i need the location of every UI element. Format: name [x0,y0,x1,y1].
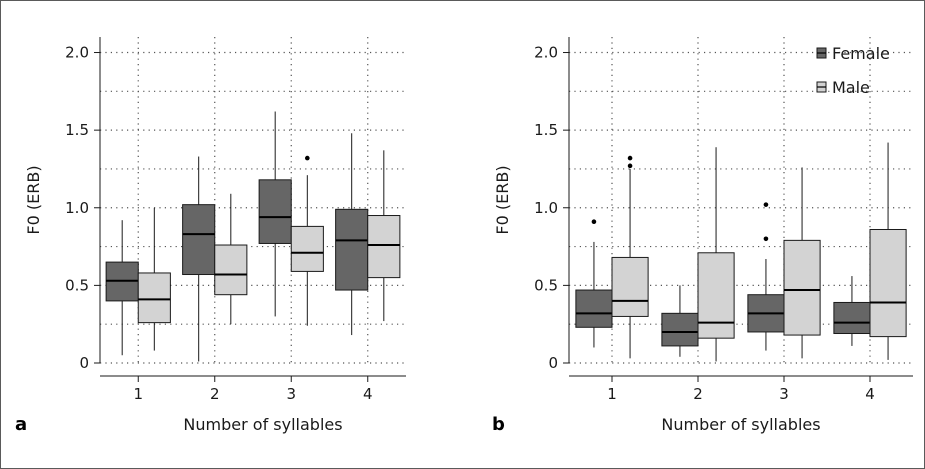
y-axis-title: F0 (ERB) [493,165,512,234]
panel-letter: a [15,414,27,435]
legend-label: Male [832,78,870,97]
box-female-3 [747,202,785,351]
box-female-4 [833,276,871,346]
outlier-point [627,155,633,161]
y-tick-label: 0.5 [65,276,89,294]
x-tick-label: 2 [693,385,703,403]
x-tick-label: 2 [210,385,220,403]
box-male-2 [214,193,248,325]
y-tick-label: 0 [79,354,89,372]
box-male-4 [869,142,907,360]
outlier-point [305,155,310,161]
panel-a: 0 0.5 1.0 1.5 2.0 1 2 3 4 F0 (ERB) Number of sylla… [15,37,406,435]
box-iqr [258,179,292,244]
x-tick-label: 4 [865,385,875,403]
x-tick-label: 1 [133,385,143,403]
box-male-2 [697,147,735,362]
y-tick-label: 0.5 [534,276,558,294]
box-iqr [697,252,735,339]
box-female-1 [575,219,613,348]
panel-letter: b [492,414,505,435]
y-tick-label: 2.0 [65,44,89,62]
box-iqr [290,225,324,272]
box-iqr [182,204,216,276]
y-tick-label: 1.5 [534,121,558,139]
box-iqr [137,272,171,324]
box-female-4 [335,133,369,336]
box-iqr [575,289,613,328]
box-iqr [661,312,699,347]
box-iqr [214,244,248,296]
box-iqr [367,215,401,279]
outlier-point [627,163,633,169]
box-iqr [611,256,649,317]
y-tick-label: 1.0 [65,199,89,217]
box-female-2 [661,285,699,357]
box-male-3 [290,155,324,326]
x-axis-title: Number of syllables [183,415,342,434]
panel-b: 0 0.5 1.0 1.5 2.0 1 2 3 4 F0 (ERB) Number of sylla… [492,37,913,435]
x-tick-label: 4 [363,385,373,403]
outlier-point [763,202,769,207]
box-iqr [335,208,369,291]
y-tick-label: 1.5 [65,121,89,139]
legend-label: Female [832,44,890,63]
x-tick-label: 1 [607,385,617,403]
box-iqr [833,301,871,335]
box-iqr [783,239,821,336]
box-iqr [869,228,907,338]
x-tick-label: 3 [779,385,789,403]
y-axis-title: F0 (ERB) [24,165,43,234]
y-tick-label: 0 [548,354,558,372]
box-male-3 [783,167,821,359]
outlier-point [591,219,597,225]
y-tick-label: 1.0 [534,199,558,217]
box-female-3 [258,111,292,317]
box-female-1 [105,220,139,356]
box-male-1 [611,155,649,359]
x-tick-label: 3 [286,385,296,403]
legend: Female Male [816,44,890,97]
box-female-2 [182,156,216,362]
outlier-point [763,236,769,242]
x-axis-title: Number of syllables [661,415,820,434]
box-male-1 [137,207,171,351]
box-male-4 [367,150,401,322]
y-tick-label: 2.0 [534,44,558,62]
